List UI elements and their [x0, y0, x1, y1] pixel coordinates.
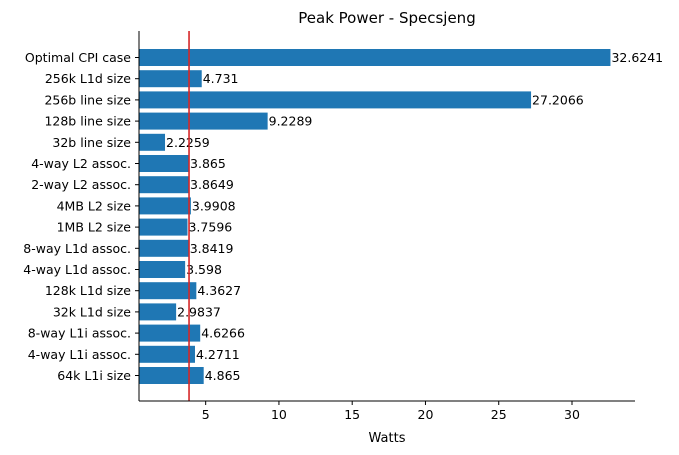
x-tick-label-0: 5: [202, 407, 210, 422]
bar-9: [139, 239, 189, 257]
bar-0: [139, 49, 611, 66]
bar-value-label-11: 4.3627: [197, 283, 241, 298]
y-tick-label-0: Optimal CPI case: [25, 50, 131, 65]
bar-15: [139, 367, 204, 384]
y-tick-label-15: 64k L1i size: [57, 368, 131, 383]
x-tick-label-3: 20: [418, 407, 434, 422]
y-tick-label-1: 256k L1d size: [45, 71, 131, 86]
bar-5: [139, 155, 190, 172]
bar-value-label-8: 3.7596: [188, 220, 232, 235]
y-tick-label-7: 4MB L2 size: [57, 198, 132, 213]
y-tick-label-14: 4-way L1i assoc.: [28, 347, 131, 362]
bars-layer: 32.6241 4.731 27.2066 9.2289 2.2259 3.865 3.86…: [139, 31, 663, 401]
y-tick-label-9: 8-way L1d assoc.: [23, 241, 131, 256]
bar-6: [139, 176, 190, 194]
bar-value-label-15: 4.865: [205, 368, 241, 383]
chart-title: Peak Power - Specsjeng: [298, 9, 475, 27]
bar-value-label-9: 3.8419: [190, 241, 234, 256]
bar-value-label-7: 3.9908: [192, 198, 236, 213]
bar-value-label-13: 4.6266: [201, 326, 245, 341]
bar-12: [139, 303, 177, 321]
bar-14: [139, 345, 195, 363]
bar-7: [139, 197, 191, 215]
x-axis-label: Watts: [369, 431, 406, 446]
y-tick-label-6: 2-way L2 assoc.: [31, 177, 131, 192]
bar-value-label-14: 4.2711: [196, 347, 240, 362]
y-tick-label-12: 32k L1d size: [53, 304, 131, 319]
y-tick-label-13: 8-way L1i assoc.: [28, 326, 131, 341]
bar-13: [139, 324, 201, 342]
x-tick-label-2: 15: [344, 407, 360, 422]
x-tick-label-4: 25: [491, 407, 507, 422]
bar-4: [139, 133, 166, 151]
bar-2: [139, 91, 532, 109]
bar-1: [139, 70, 202, 88]
bar-value-label-10: 3.598: [186, 262, 222, 277]
y-tick-label-3: 128b line size: [44, 114, 131, 129]
y-tick-label-11: 128k L1d size: [45, 283, 131, 298]
y-tick-label-4: 32b line size: [52, 135, 131, 150]
y-tick-label-2: 256b line size: [44, 92, 131, 107]
bar-value-label-2: 27.2066: [532, 92, 584, 107]
axes-layer: Optimal CPI case 256k L1d size 256b line s…: [23, 31, 635, 422]
bar-value-label-5: 3.865: [190, 156, 226, 171]
bar-value-label-0: 32.6241: [611, 50, 663, 65]
bar-value-label-4: 2.2259: [166, 135, 210, 150]
bar-11: [139, 282, 197, 300]
bar-value-label-3: 9.2289: [269, 114, 313, 129]
bar-8: [139, 218, 188, 236]
bar-10: [139, 261, 186, 278]
y-tick-label-8: 1MB L2 size: [57, 220, 132, 235]
y-tick-label-5: 4-way L2 assoc.: [31, 156, 131, 171]
bar-value-label-6: 3.8649: [190, 177, 234, 192]
bar-3: [139, 112, 268, 130]
x-tick-label-5: 30: [564, 407, 580, 422]
x-tick-label-1: 10: [271, 407, 287, 422]
bar-value-label-1: 4.731: [203, 71, 239, 86]
y-tick-label-10: 4-way L1d assoc.: [23, 262, 131, 277]
bar-value-label-12: 2.9837: [177, 304, 221, 319]
